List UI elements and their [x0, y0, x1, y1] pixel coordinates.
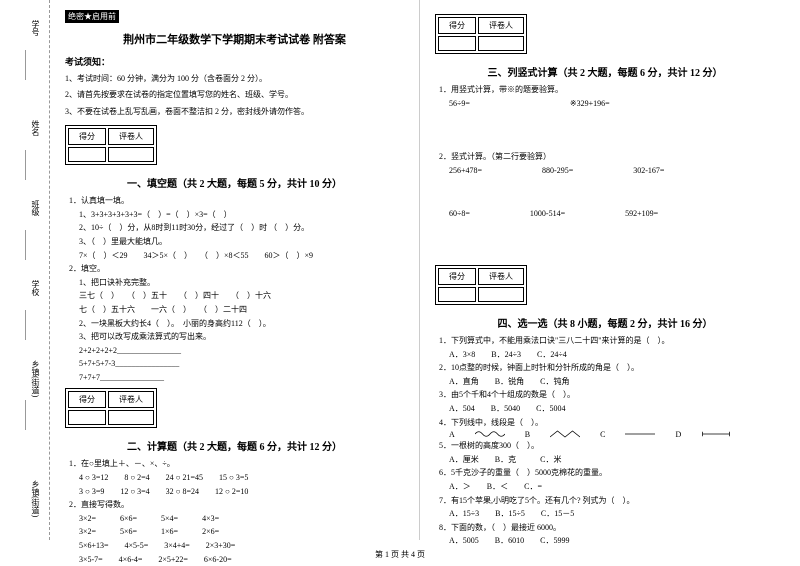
score-cell: 评卷人 [108, 128, 154, 145]
question-line: 1、把口诀补充完整。 [79, 276, 404, 290]
options: A．＞ B．＜ C．= [449, 480, 775, 494]
score-cell: 得分 [68, 391, 106, 408]
score-box: 得分 评卷人 [65, 125, 157, 165]
problem: 880-295= [542, 164, 573, 178]
opt-label: B [525, 430, 530, 439]
binding-label: 学校 [30, 280, 41, 296]
options: A．5005 B．6010 C．5999 [449, 534, 775, 548]
notice-item: 1、考试时间：60 分钟，满分为 100 分（含卷面分 2 分）。 [65, 72, 404, 86]
score-cell: 得分 [438, 17, 476, 34]
binding-label: 乡镇(街道) [30, 360, 41, 397]
problem: 592+109= [625, 207, 658, 221]
section-title: 四、选一选（共 8 小题，每题 2 分，共计 16 分） [435, 315, 775, 330]
score-cell: 评卷人 [478, 17, 524, 34]
right-column: 得分 评卷人 三、列竖式计算（共 2 大题，每题 6 分，共计 12 分） 1．… [420, 0, 790, 540]
notice-item: 2、请首先按要求在试卷的指定位置填写您的姓名、班级、学号。 [65, 88, 404, 102]
score-box: 得分 评卷人 [435, 14, 527, 54]
question-line: 7×（ ）＜29 34＞5×（ ） （ ）×8＜55 60＞（ ）×9 [79, 249, 404, 263]
question-line: 3、把可以改写成乘法算式的写出来。 [79, 330, 404, 344]
score-cell: 评卷人 [108, 391, 154, 408]
binding-label: 姓名 [30, 120, 41, 136]
question-line: 1、3+3+3+3+3+3=（ ）=（ ）×3=（ ） [79, 208, 404, 222]
question: 2．10点整的时候，钟面上时针和分针所成的角是（ ）。 [439, 361, 775, 375]
question-line: 3×2= 6×6= 5×4= 4×3= [79, 512, 404, 526]
segment-icon [701, 429, 731, 439]
notice-title: 考试须知： [65, 55, 404, 68]
binding-label: 班级 [30, 200, 41, 216]
question: 6．5千克沙子的重量（ ）5000克棉花的重量。 [439, 466, 775, 480]
score-cell: 得分 [438, 268, 476, 285]
question: 1．用竖式计算，带※的题要验算。 [439, 83, 775, 97]
options-graphic: A B C D [449, 429, 775, 439]
question: 7．有15个苹果,小明吃了5个。还有几个? 列式为（ ）。 [439, 494, 775, 508]
options: A．504 B．5040 C．5004 [449, 402, 775, 416]
line-icon [625, 429, 655, 439]
options: A．15÷3 B．15÷5 C．15－5 [449, 507, 775, 521]
options: A．3×8 B．24÷3 C．24÷4 [449, 348, 775, 362]
problem: 256+478= [449, 164, 482, 178]
question: 5．一根树的高度300（ ）。 [439, 439, 775, 453]
question: 8．下面的数，（ ）最接近 6000。 [439, 521, 775, 535]
opt-label: C [600, 430, 605, 439]
problem: 56÷9= [449, 97, 470, 111]
question-line: 2+2+2+2+2________________ [79, 344, 404, 358]
zigzag-icon [550, 429, 580, 439]
question: 2．直接写得数。 [69, 498, 404, 512]
notice-item: 3、不要在试卷上乱写乱画，卷面不整洁扣 2 分，密封线外请勿作答。 [65, 105, 404, 119]
confidential-mark: 绝密★启用前 [65, 10, 119, 23]
problem: ※329+196= [570, 97, 610, 111]
page-footer: 第 1 页 共 4 页 [0, 549, 800, 560]
question-line: 三七（ ） （ ）五十 （ ）四十 （ ）十六 [79, 289, 404, 303]
question: 3．由5个千和4个十组成的数是（ ）。 [439, 388, 775, 402]
section-title: 一、填空题（共 2 大题，每题 5 分，共计 10 分） [65, 175, 404, 190]
score-cell: 评卷人 [478, 268, 524, 285]
question-line: 5+7+5+7-3________________ [79, 357, 404, 371]
question-line: 3 ○ 3=9 12 ○ 3=4 32 ○ 8=24 12 ○ 2=10 [79, 485, 404, 499]
options: A．厘米 B．克 C．米 [449, 453, 775, 467]
binding-label: 乡镇(街道) [30, 480, 41, 517]
question-line: 4 ○ 3=12 8 ○ 2=4 24 ○ 21=45 15 ○ 3=5 [79, 471, 404, 485]
question-line: 3、（ ）里最大能填几。 [79, 235, 404, 249]
question-line: 2、10÷（ ）分，从8时到11时30分，经过了（ ）时 （ ）分。 [79, 221, 404, 235]
score-box: 得分 评卷人 [65, 388, 157, 428]
question: 1．在○里填上＋、－、×、÷。 [69, 457, 404, 471]
exam-title: 荆州市二年级数学下学期期末考试试卷 附答案 [65, 31, 404, 47]
options: A．直角 B．锐角 C．钝角 [449, 375, 775, 389]
question: 1．认真填一填。 [69, 194, 404, 208]
question-line: 7+7+7________________ [79, 371, 404, 385]
section-title: 二、计算题（共 2 大题，每题 6 分，共计 12 分） [65, 438, 404, 453]
question: 2．填空。 [69, 262, 404, 276]
wave-icon [475, 429, 505, 439]
question-line: 七（ ）五十六 一六（ ） （ ）二十四 [79, 303, 404, 317]
question-line: 3×2= 5×6= 1×6= 2×6= [79, 525, 404, 539]
question: 1．下列算式中，不能用乘法口诀"三八二十四"来计算的是（ ）。 [439, 334, 775, 348]
problem: 60÷8= [449, 207, 470, 221]
problem: 1000-514= [530, 207, 565, 221]
binding-margin: 学号 姓名 班级 学校 乡镇(街道) 乡镇(街道) [0, 0, 50, 540]
score-cell: 得分 [68, 128, 106, 145]
opt-label: D [675, 430, 681, 439]
question-line: 2、一块黑板大约长4（ ）。 小丽的身高约112（ ）。 [79, 317, 404, 331]
section-title: 三、列竖式计算（共 2 大题，每题 6 分，共计 12 分） [435, 64, 775, 79]
binding-label: 学号 [30, 20, 41, 36]
question: 2．竖式计算。（第二行要验算） [439, 150, 775, 164]
left-column: 绝密★启用前 荆州市二年级数学下学期期末考试试卷 附答案 考试须知： 1、考试时… [50, 0, 420, 540]
score-box: 得分 评卷人 [435, 265, 527, 305]
opt-label: A [449, 430, 455, 439]
question: 4．下列线中，线段是（ ）。 [439, 416, 775, 430]
problem: 302-167= [633, 164, 664, 178]
